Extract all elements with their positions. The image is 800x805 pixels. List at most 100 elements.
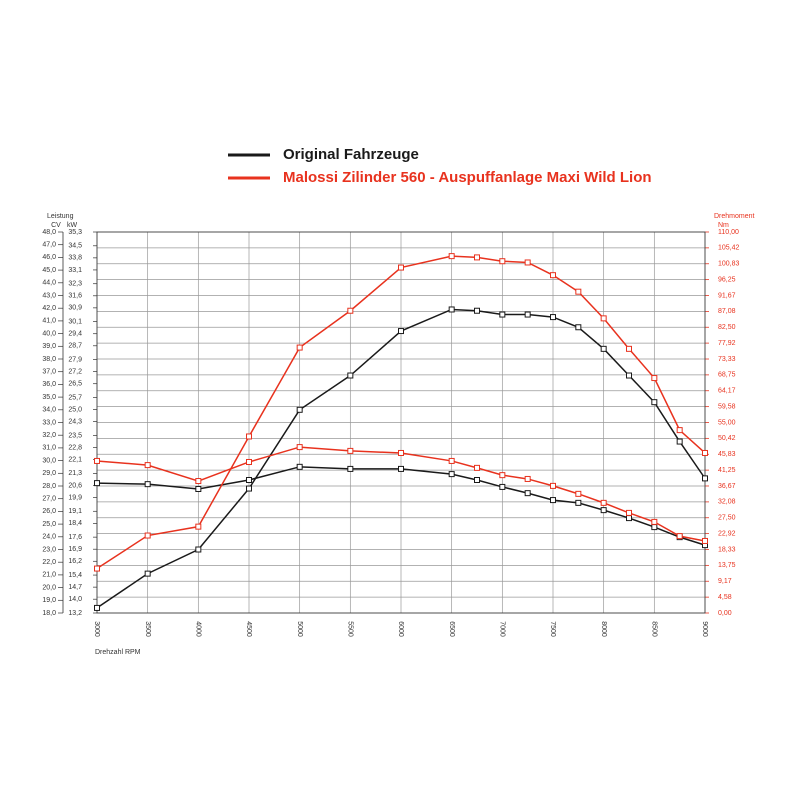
torque-marker xyxy=(246,458,252,465)
y2-tick-label: 87,08 xyxy=(718,308,736,315)
y-tick-label: 29,0 xyxy=(42,470,56,477)
y2-tick-label: 36,67 xyxy=(718,483,736,490)
y2-tick-label: 68,75 xyxy=(718,372,736,379)
torque-marker xyxy=(575,499,582,506)
power-marker xyxy=(347,307,354,314)
y-tick-label: 35,0 xyxy=(42,394,56,401)
y-tick-label: 23,0 xyxy=(42,546,56,553)
torque-marker xyxy=(144,481,151,488)
y2-tick-label: 50,42 xyxy=(718,435,736,442)
y-tick-label: 27,0 xyxy=(42,496,56,503)
kw-tick-label: 14,7 xyxy=(68,584,82,591)
kw-tick-label: 33,1 xyxy=(68,267,82,274)
y-tick-label: 28,0 xyxy=(42,483,56,490)
y-axis-title: Leistung xyxy=(47,213,74,220)
power-marker xyxy=(524,259,531,266)
y-tick-label: 30,0 xyxy=(42,457,56,464)
torque-marker xyxy=(499,472,506,479)
y2-tick-label: 4,58 xyxy=(718,594,732,601)
y-tick-label: 24,0 xyxy=(42,534,56,541)
y-tick-label: 42,0 xyxy=(42,305,56,312)
x-tick-label: 3500 xyxy=(144,621,151,637)
torque-marker xyxy=(448,457,455,464)
torque-marker xyxy=(144,462,151,469)
y-tick-label: 21,0 xyxy=(42,572,56,579)
y-tick-label: 25,0 xyxy=(42,521,56,528)
torque-marker xyxy=(600,507,607,514)
power-marker xyxy=(499,258,506,265)
power-marker xyxy=(448,306,455,313)
kw-tick-label: 24,3 xyxy=(68,418,82,425)
power-marker xyxy=(94,565,100,572)
y-tick-label: 43,0 xyxy=(42,292,56,299)
torque-marker xyxy=(524,490,531,497)
y2-tick-label: 59,58 xyxy=(718,403,736,410)
y2-tick-label: 41,25 xyxy=(718,467,736,474)
x-tick-label: 5500 xyxy=(346,621,353,637)
y2-tick-label: 13,75 xyxy=(718,562,736,569)
y-tick-label: 19,0 xyxy=(42,597,56,604)
kw-tick-label: 14,0 xyxy=(68,596,82,603)
torque-marker xyxy=(94,480,100,487)
power-marker xyxy=(195,523,202,530)
y-tick-label: 18,0 xyxy=(42,610,56,617)
power-marker xyxy=(575,324,582,331)
x-tick-label: 6000 xyxy=(397,621,404,637)
kw-tick-label: 19,1 xyxy=(68,508,82,515)
x-tick-label: 4000 xyxy=(194,621,201,637)
y-tick-label: 34,0 xyxy=(42,407,56,414)
y2-tick-label: 22,92 xyxy=(718,530,736,537)
torque-line xyxy=(96,446,706,542)
torque-marker xyxy=(651,524,658,531)
torque-marker xyxy=(524,475,531,482)
power-marker xyxy=(550,314,556,321)
power-marker xyxy=(600,345,607,352)
torque-marker xyxy=(499,483,506,490)
torque-marker xyxy=(550,482,556,489)
y-tick-label: 26,0 xyxy=(42,508,56,515)
y2-tick-label: 100,83 xyxy=(718,261,740,268)
torque-marker xyxy=(651,518,658,525)
y2-tick-label: 96,25 xyxy=(718,276,736,283)
kw-tick-label: 22,1 xyxy=(68,456,82,463)
y-tick-label: 45,0 xyxy=(42,267,56,274)
torque-marker xyxy=(398,449,404,456)
kw-tick-label: 25,7 xyxy=(68,394,82,401)
y-tick-label: 48,0 xyxy=(42,229,56,236)
x-tick-label: 5000 xyxy=(296,621,303,637)
torque-marker xyxy=(474,476,480,483)
power-marker xyxy=(474,254,480,261)
kw-tick-label: 32,3 xyxy=(68,281,82,288)
power-marker xyxy=(246,485,252,492)
x-tick-label: 4500 xyxy=(245,621,252,637)
torque-marker xyxy=(474,464,480,471)
y2-tick-label: 77,92 xyxy=(718,340,736,347)
torque-marker xyxy=(347,447,354,454)
x-tick-label: 7000 xyxy=(498,621,505,637)
torque-line xyxy=(96,466,706,546)
legend-label: Malossi Zilinder 560 - Auspuffanlage Max… xyxy=(283,169,652,186)
power-marker xyxy=(676,427,683,434)
kw-tick-label: 30,1 xyxy=(68,318,82,325)
y-tick-label: 31,0 xyxy=(42,445,56,452)
power-marker xyxy=(398,328,404,335)
power-marker xyxy=(94,604,100,611)
torque-marker xyxy=(702,537,708,544)
power-line xyxy=(96,255,706,570)
power-marker xyxy=(195,546,202,553)
power-marker xyxy=(144,532,151,539)
kw-tick-label: 16,2 xyxy=(68,558,82,565)
kw-tick-label: 16,9 xyxy=(68,546,82,553)
power-marker xyxy=(296,406,303,413)
kw-tick-label: 23,5 xyxy=(68,432,82,439)
torque-marker xyxy=(94,457,100,464)
y-tick-label: 22,0 xyxy=(42,559,56,566)
y2-tick-label: 0,00 xyxy=(718,610,732,617)
y-tick-label: 39,0 xyxy=(42,343,56,350)
torque-marker xyxy=(195,486,202,493)
power-marker xyxy=(651,375,658,382)
kw-tick-label: 27,9 xyxy=(68,356,82,363)
y-tick-label: 33,0 xyxy=(42,419,56,426)
torque-marker xyxy=(296,463,303,470)
